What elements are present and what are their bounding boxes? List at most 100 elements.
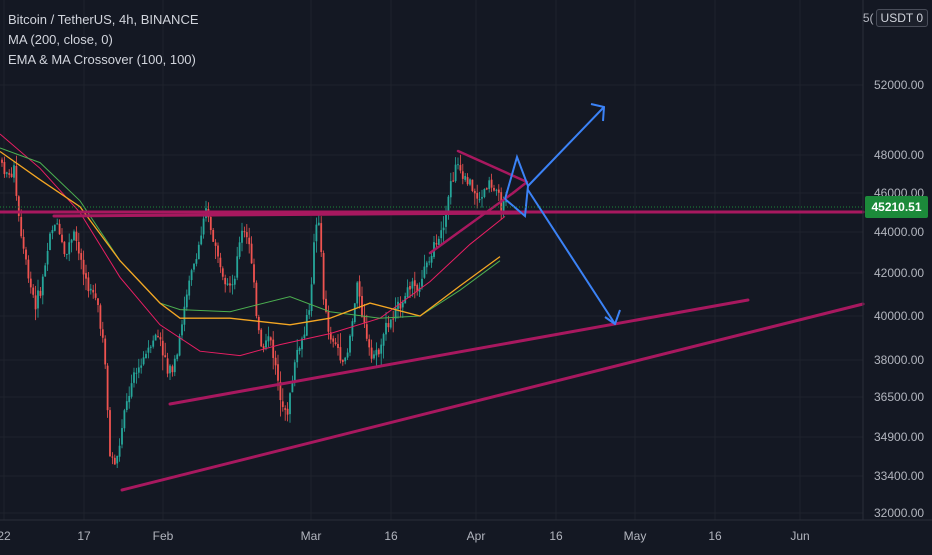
candle-body (380, 344, 383, 354)
candle-body (89, 288, 92, 291)
candle-body (483, 189, 486, 198)
ema-crossover-indicator-label[interactable]: EMA & MA Crossover (100, 100) (8, 52, 196, 67)
candle-body (125, 401, 128, 411)
candle-body (416, 284, 419, 291)
candle-body (121, 428, 123, 445)
candle-body (365, 324, 368, 339)
time-axis[interactable]: 22 17 Feb Mar 16 Apr 16 May 16 Jun (0, 529, 810, 543)
candle-body (118, 445, 121, 457)
candle-body (101, 329, 104, 338)
candle-body (13, 165, 15, 178)
candle-body (329, 332, 332, 340)
candle-body (281, 401, 284, 407)
price-tick-label: 33400.00 (874, 469, 924, 483)
candle-body (221, 268, 224, 277)
candle-body (8, 173, 11, 175)
price-axis[interactable]: 52000.0048000.0046000.0044000.0042000.00… (874, 78, 924, 520)
candle-body (65, 253, 68, 255)
time-tick-label: 17 (77, 529, 91, 543)
candle-body (3, 161, 6, 175)
candle-body (80, 253, 83, 260)
candle-body (315, 224, 318, 242)
candle-body (200, 235, 203, 245)
candle-body (377, 349, 380, 355)
candle-body (164, 355, 167, 358)
symbol-title[interactable]: Bitcoin / TetherUS, 4h, BINANCE (8, 12, 199, 27)
triangle-lower-edge[interactable] (428, 191, 515, 255)
candle-body (97, 298, 99, 305)
candle-body (272, 339, 275, 358)
candle-body (85, 273, 87, 279)
price-tick-label: 36500.00 (874, 390, 924, 404)
candle-body (137, 367, 140, 373)
candle-body (447, 196, 450, 215)
price-tick-label: 52000.00 (874, 78, 924, 92)
candle-body (430, 255, 433, 263)
candle-body (305, 315, 308, 336)
bullish-arrow-shaft[interactable] (527, 106, 605, 187)
candle-body (473, 190, 476, 194)
candle-body (387, 323, 390, 328)
candle-body (51, 230, 54, 234)
currency-button[interactable]: USDT 0 (875, 9, 928, 27)
candle-body (178, 336, 181, 356)
candle-body (34, 295, 37, 310)
candle-body (255, 282, 258, 317)
candle-body (197, 244, 200, 260)
candle-body (130, 383, 133, 397)
candle-body (327, 311, 330, 332)
candle-body (75, 231, 78, 242)
candle-body (169, 365, 171, 374)
candle-body (217, 245, 219, 257)
candle-body (428, 261, 431, 263)
candle-body (317, 222, 320, 226)
candle-body (260, 329, 263, 347)
candle-body (29, 278, 32, 288)
candle-body (308, 310, 311, 315)
price-tick-label: 44000.00 (874, 225, 924, 239)
candle-body (142, 357, 145, 365)
bearish-arrow-shaft[interactable] (527, 189, 616, 325)
candle-body (116, 455, 119, 464)
ascending-trendline-lower[interactable] (120, 302, 865, 492)
candle-body (461, 171, 464, 179)
candle-body (262, 346, 265, 349)
candle-body (82, 259, 85, 275)
candle-body (459, 165, 462, 171)
price-tick-label: 40000.00 (874, 309, 924, 323)
candle-body (337, 344, 339, 348)
candle-body (289, 393, 291, 415)
candle-body (113, 457, 116, 465)
candle-body (56, 223, 59, 225)
candle-body (219, 257, 222, 268)
candle-body (248, 237, 251, 245)
candle-body (17, 196, 20, 216)
candle-body (181, 324, 183, 336)
candle-body (173, 358, 176, 373)
ascending-trendline-upper[interactable] (168, 298, 750, 406)
candle-body (231, 284, 234, 286)
candle-body (298, 347, 301, 351)
candle-body (190, 270, 193, 281)
time-tick-label: Mar (301, 529, 322, 543)
price-tick-label: 32000.00 (874, 506, 924, 520)
triangle-upper-edge[interactable] (456, 149, 529, 184)
support-line-horizontal[interactable] (52, 211, 522, 218)
candle-body (123, 410, 126, 429)
candle-body (363, 316, 366, 324)
candle-body (166, 358, 169, 374)
ma-indicator-label[interactable]: MA (200, close, 0) (8, 32, 113, 47)
candle-body (58, 223, 61, 235)
candle-body (274, 357, 277, 366)
candle-body (442, 227, 445, 231)
drawing-tools (0, 103, 865, 492)
candle-body (202, 218, 205, 235)
candle-body (188, 280, 191, 296)
triangle-apex[interactable] (511, 180, 529, 195)
candle-body (375, 349, 378, 356)
candle-body (269, 337, 272, 341)
candle-body (332, 338, 335, 342)
candle-body (46, 251, 49, 265)
